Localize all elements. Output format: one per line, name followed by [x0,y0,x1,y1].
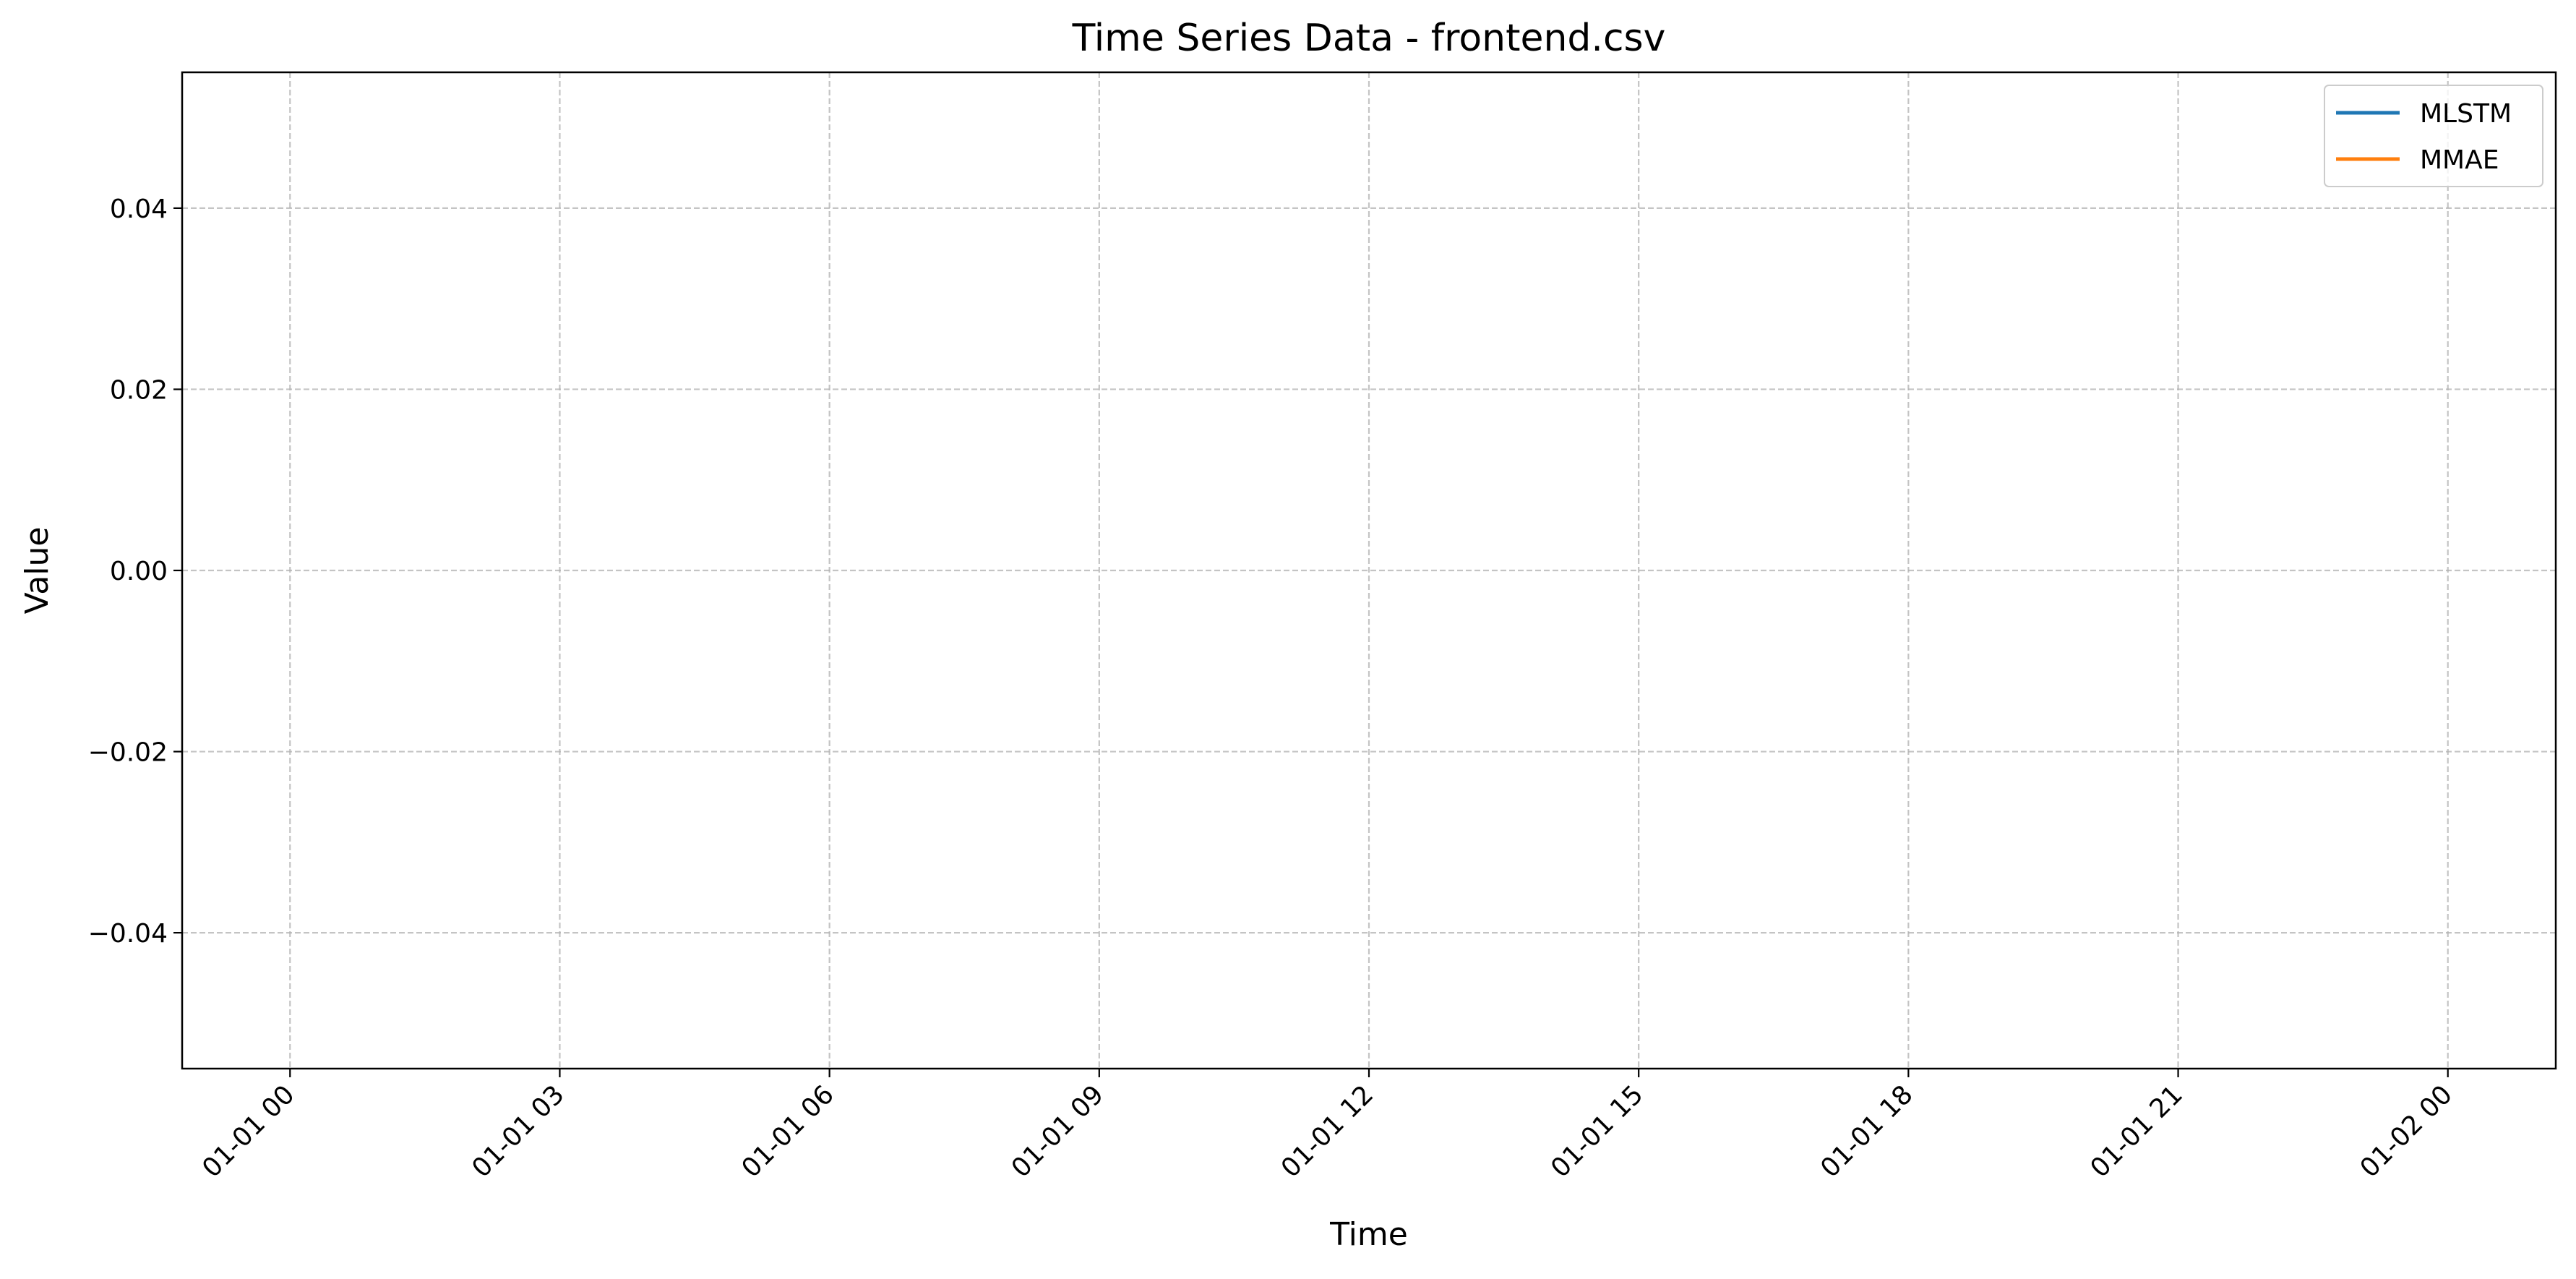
y-tick-label: 0.02 [110,375,168,405]
legend-label: MLSTM [2420,99,2512,129]
y-tick-label: 0.04 [110,194,168,224]
chart-title: Time Series Data - frontend.csv [1072,17,1666,60]
legend-box [2324,85,2543,187]
y-tick-label: 0.00 [110,557,168,586]
legend-label: MMAE [2420,145,2499,175]
legend: MLSTM MMAE [2324,85,2543,187]
y-tick-label: −0.04 [88,919,168,949]
y-tick-label: −0.02 [88,738,168,768]
x-axis-label: Time [1329,1216,1408,1253]
grid [182,72,2556,1069]
y-axis-label: Value [19,527,56,615]
